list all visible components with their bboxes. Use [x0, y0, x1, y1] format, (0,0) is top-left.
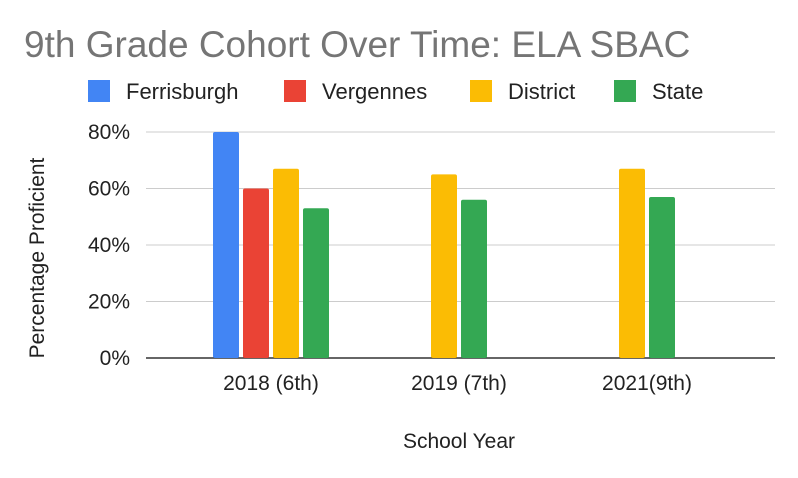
- y-axis-ticks: 0% 20% 40% 60% 80%: [88, 121, 130, 370]
- y-tick-label-1: 20%: [88, 291, 130, 314]
- legend: Ferrisburgh Vergennes District State: [88, 79, 703, 104]
- y-tick-label-4: 80%: [88, 121, 130, 144]
- legend-swatch-2: [470, 80, 492, 102]
- chart-title: 9th Grade Cohort Over Time: ELA SBAC: [24, 24, 690, 65]
- bar-state-2: [649, 196, 675, 358]
- y-axis-title: Percentage Proficient: [26, 157, 49, 358]
- gridlines: [146, 131, 775, 359]
- x-tick-label-1: 2019 (7th): [411, 372, 507, 395]
- y-tick-label-2: 40%: [88, 234, 130, 257]
- bar-state-0: [303, 208, 329, 358]
- legend-swatch-0: [88, 80, 110, 102]
- y-tick-label-0: 0%: [100, 347, 130, 370]
- legend-label-3: State: [652, 79, 703, 104]
- bars: [213, 132, 675, 358]
- x-axis-ticks: 2018 (6th) 2019 (7th) 2021(9th): [223, 372, 692, 395]
- x-axis-title: School Year: [403, 430, 515, 453]
- y-tick-label-3: 60%: [88, 178, 130, 201]
- legend-label-2: District: [508, 79, 575, 104]
- x-tick-label-2: 2021(9th): [602, 372, 692, 395]
- bar-district-2: [619, 168, 645, 358]
- legend-label-1: Vergennes: [322, 79, 427, 104]
- bar-vergennes-0: [243, 188, 269, 358]
- legend-label-0: Ferrisburgh: [126, 79, 238, 104]
- x-tick-label-0: 2018 (6th): [223, 372, 319, 395]
- bar-state-1: [461, 199, 487, 358]
- legend-swatch-3: [614, 80, 636, 102]
- bar-district-1: [431, 174, 457, 358]
- legend-swatch-1: [284, 80, 306, 102]
- bar-district-0: [273, 168, 299, 358]
- bar-ferrisburgh-0: [213, 132, 239, 358]
